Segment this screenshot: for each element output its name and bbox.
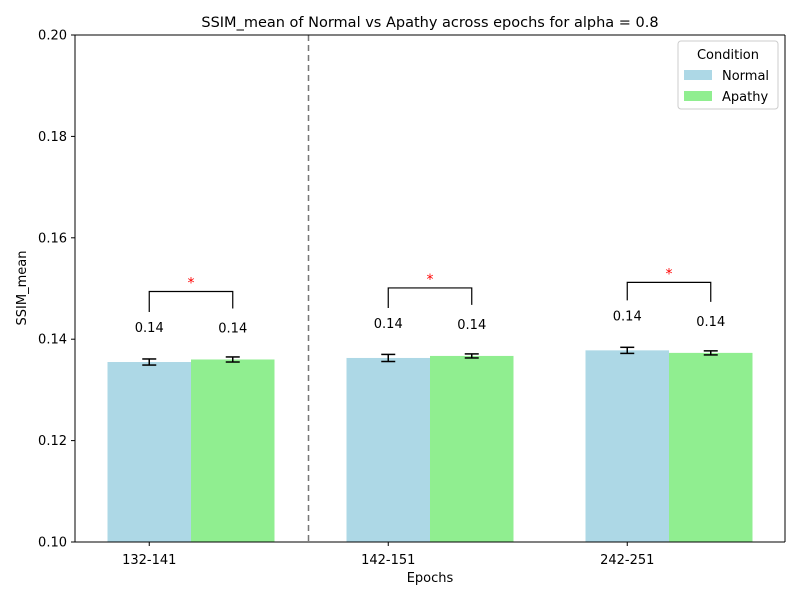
y-axis-label: SSIM_mean <box>15 251 30 326</box>
legend-title: Condition <box>697 48 759 63</box>
x-axis-label: Epochs <box>407 571 454 586</box>
bars-layer: 0.14 0.14 0.14 0.14 0.14 0.14 * * * <box>107 35 753 542</box>
y-tick-label-5: 0.20 <box>38 29 67 44</box>
y-tick-label-2: 0.14 <box>38 333 67 348</box>
value-label-normal-2: 0.14 <box>613 309 642 324</box>
significance-marker-0: * <box>188 275 195 291</box>
y-tick-label-0: 0.10 <box>38 536 67 551</box>
significance-bracket-0 <box>148 290 234 313</box>
legend-label-apathy: Apathy <box>722 90 768 105</box>
significance-bracket-1 <box>387 287 473 308</box>
bar-normal-0 <box>107 362 191 542</box>
chart-title: SSIM_mean of Normal vs Apathy across epo… <box>201 15 658 31</box>
x-tick-label-0: 132-141 <box>122 553 176 568</box>
bar-normal-1 <box>346 357 430 542</box>
bar-apathy-2 <box>669 352 753 542</box>
y-axis: 0.10 0.12 0.14 0.16 0.18 0.20 <box>38 29 75 551</box>
y-tick-label-3: 0.16 <box>38 231 67 246</box>
value-label-apathy-0: 0.14 <box>218 321 247 336</box>
y-tick-label-1: 0.12 <box>38 434 67 449</box>
value-label-normal-0: 0.14 <box>135 321 164 336</box>
legend-swatch-apathy <box>684 91 712 101</box>
x-axis: 132-141 142-151 242-251 <box>122 542 654 568</box>
value-label-apathy-1: 0.14 <box>457 318 486 333</box>
legend-label-normal: Normal <box>722 69 769 84</box>
value-label-apathy-2: 0.14 <box>696 315 725 330</box>
legend: Condition Normal Apathy <box>677 40 779 110</box>
legend-swatch-normal <box>684 70 712 80</box>
significance-bracket-2 <box>626 281 712 302</box>
x-tick-label-2: 242-251 <box>600 553 654 568</box>
value-label-normal-1: 0.14 <box>374 317 403 332</box>
bar-normal-2 <box>585 350 669 542</box>
x-tick-label-1: 142-151 <box>361 553 415 568</box>
y-tick-label-4: 0.18 <box>38 130 67 145</box>
bar-apathy-1 <box>430 355 514 542</box>
bar-apathy-0 <box>191 359 275 542</box>
significance-marker-2: * <box>666 266 673 282</box>
significance-marker-1: * <box>427 272 434 288</box>
